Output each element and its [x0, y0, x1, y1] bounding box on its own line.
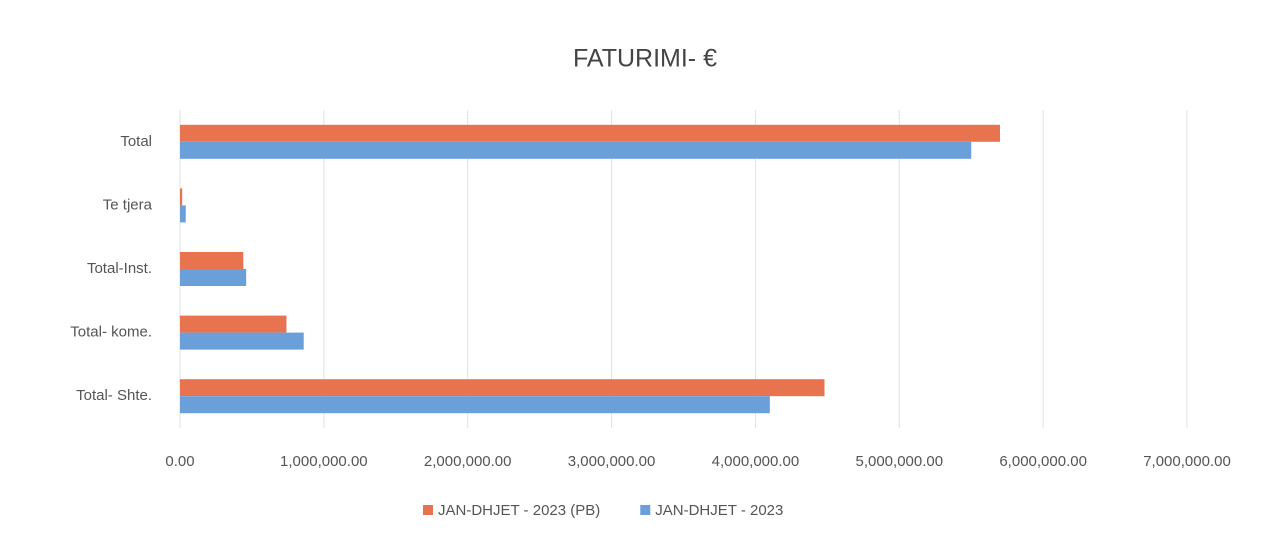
chart-title: FATURIMI- €	[573, 45, 717, 73]
x-tick-label: 0.00	[165, 453, 194, 470]
legend-label: JAN-DHJET - 2023 (PB)	[438, 502, 600, 519]
legend-label: JAN-DHJET - 2023	[655, 502, 783, 519]
y-tick-label: Te tjera	[103, 196, 153, 213]
bar	[180, 396, 770, 414]
x-tick-label: 7,000,000.00	[1143, 453, 1231, 470]
y-tick-label: Total- kome.	[70, 324, 152, 341]
y-tick-label: Total- Shte.	[76, 387, 152, 404]
x-tick-label: 1,000,000.00	[280, 453, 368, 470]
bar	[180, 379, 825, 397]
bar	[180, 332, 304, 350]
bar	[180, 124, 1000, 142]
bar	[180, 141, 972, 159]
x-tick-label: 6,000,000.00	[999, 453, 1087, 470]
x-tick-label: 3,000,000.00	[568, 453, 656, 470]
bar	[180, 188, 183, 206]
x-tick-label: 4,000,000.00	[712, 453, 800, 470]
bar	[180, 269, 247, 286]
x-tick-label: 2,000,000.00	[424, 453, 512, 470]
bar	[180, 315, 287, 333]
legend-swatch	[423, 505, 433, 515]
bar	[180, 252, 244, 269]
x-tick-label: 5,000,000.00	[855, 453, 943, 470]
bar	[180, 205, 186, 223]
y-tick-label: Total-Inst.	[87, 260, 152, 277]
y-tick-label: Total	[120, 133, 152, 150]
legend-swatch	[640, 505, 651, 515]
